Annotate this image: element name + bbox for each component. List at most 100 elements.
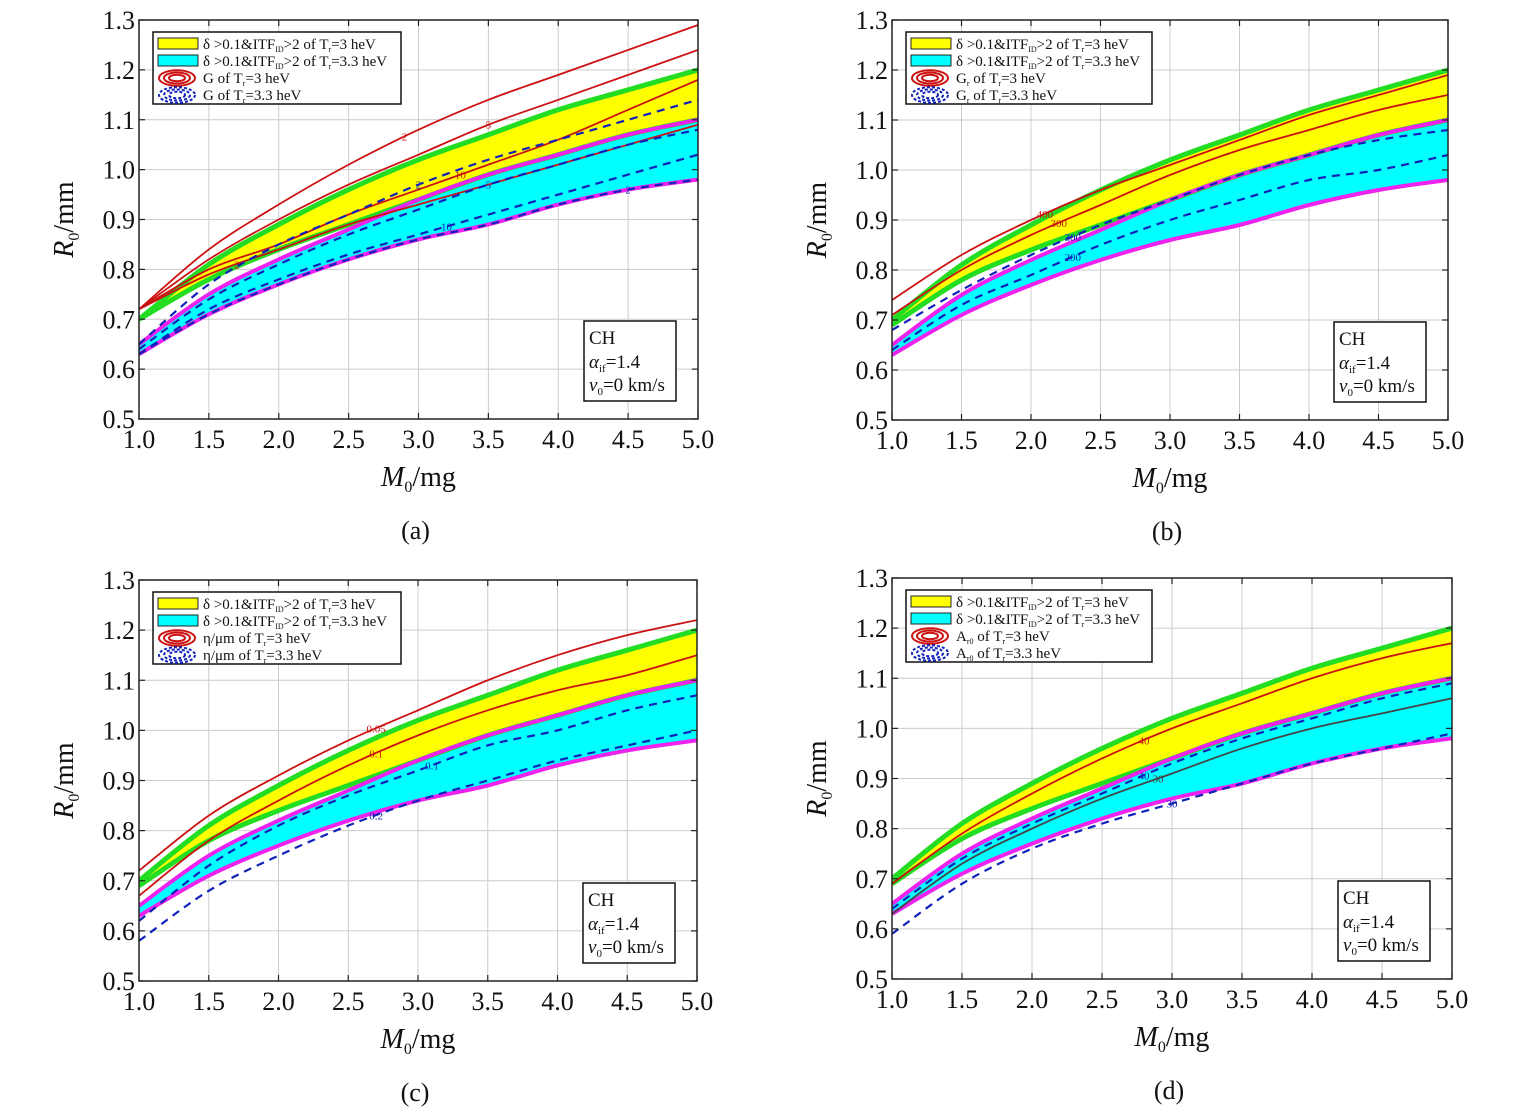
info-velocity-symbol: v: [589, 375, 598, 396]
y-tick-label: 1.0: [856, 156, 889, 185]
x-tick-label: 4.0: [1293, 426, 1326, 455]
y-tick-label: 1.0: [103, 716, 136, 745]
legend-label-sub: r: [1082, 62, 1085, 71]
contour-label-blue: 2: [625, 185, 631, 197]
info-velocity: v0=0 km/s: [588, 937, 664, 960]
legend-label: G of Tr=3.3 heV: [203, 88, 302, 105]
contour-label-red: 400: [1037, 209, 1054, 221]
x-tick-label: 3.0: [402, 987, 435, 1016]
legend-label-mid: >2 of T: [1037, 595, 1082, 611]
yellow-band-upper-edge: [139, 67, 698, 322]
legend-label-pre: A: [956, 629, 967, 645]
legend-swatch-blue-contour: [168, 650, 186, 660]
x-tick-label: 2.0: [1015, 426, 1048, 455]
y-axis-label-symbol: R: [49, 241, 80, 259]
contour-label-blue: 10: [441, 221, 453, 233]
x-tick-label: 1.0: [876, 426, 909, 455]
y-tick-label: 0.5: [856, 965, 889, 994]
contour-line-blue: [892, 732, 1452, 935]
info-velocity: v0=0 km/s: [1339, 376, 1415, 399]
x-axis-label-subscript: 0: [404, 1041, 412, 1058]
legend-label-post: =3.3 heV: [1084, 54, 1140, 70]
legend-label-pre: δ >0.1&ITF: [203, 597, 275, 613]
info-velocity: v0=0 km/s: [589, 375, 665, 398]
y-tick-label: 0.6: [856, 356, 889, 385]
y-tick-label: 1.3: [103, 566, 136, 595]
cyan-band-area: [139, 119, 698, 355]
cyan-band-area: [139, 680, 697, 916]
legend-label-sub: ID: [275, 62, 284, 71]
legend-swatch-blue-contour: [163, 88, 191, 102]
x-tick-label: 5.0: [1432, 426, 1465, 455]
cyan-band-area: [892, 120, 1448, 355]
x-tick-label: 4.5: [612, 425, 645, 454]
y-tick-label: 1.0: [856, 714, 889, 743]
legend-label-sub: ID: [275, 45, 284, 54]
legend-label: η/μm of Tr=3.3 heV: [203, 648, 322, 665]
contour-line-red: [892, 94, 1448, 316]
legend-label-sub: r: [329, 45, 332, 54]
legend-label: δ >0.1&ITFID>2 of Tr=3.3 heV: [956, 54, 1140, 71]
legend-label-mid: >2 of T: [284, 54, 329, 70]
y-tick-label: 1.2: [103, 56, 136, 85]
contour-label-red: 0.05: [367, 723, 387, 735]
x-tick-label: 3.0: [402, 425, 435, 454]
contour-label-red: 40: [1139, 735, 1151, 747]
legend-swatch-cyan: [157, 54, 199, 67]
legend-label-pre: η/μm of T: [203, 648, 264, 664]
info-velocity-symbol: v: [1343, 935, 1352, 956]
y-tick-label: 0.9: [103, 206, 136, 235]
x-tick-label: 1.0: [123, 987, 156, 1016]
yellow-band-upper-edge: [892, 625, 1452, 881]
x-tick-label: 1.5: [946, 985, 979, 1014]
legend-label-post: =3 heV: [266, 631, 311, 647]
legend-label-sub: r: [1082, 620, 1085, 629]
y-tick-label: 0.7: [856, 865, 889, 894]
contour-line-red: [892, 642, 1452, 885]
legend-label-mid: of T: [974, 646, 1003, 662]
legend-label-pre: A: [956, 646, 967, 662]
legend-label-post: =3 heV: [1001, 71, 1046, 87]
y-tick-label: 1.3: [856, 6, 889, 35]
legend-label: δ >0.1&ITFID>2 of Tr=3.3 heV: [203, 614, 387, 631]
x-tick-label: 1.0: [876, 985, 909, 1014]
contour-line-blue: [892, 128, 1448, 331]
legend-swatch-red-contour: [168, 73, 186, 83]
legend-label-post: =3 heV: [245, 71, 290, 87]
legend-label-sub: r: [329, 622, 332, 631]
legend-swatch-blue-contour: [916, 646, 944, 660]
x-axis-label-subscript: 0: [1156, 480, 1164, 497]
info-velocity-value: =0 km/s: [603, 375, 665, 396]
legend-label-sub: r: [1082, 603, 1085, 612]
legend-swatch-red-contour: [163, 71, 191, 85]
cyan-band-upper-edge: [139, 117, 698, 346]
legend-swatch-cyan: [910, 612, 952, 625]
y-axis-label-unit: /mm: [49, 742, 80, 794]
info-material: CH: [588, 890, 615, 911]
legend-label-post: =3 heV: [1005, 629, 1050, 645]
contour-label-red: 300: [1051, 218, 1068, 230]
y-tick-label: 0.5: [103, 967, 136, 996]
legend-label-pre: δ >0.1&ITF: [203, 37, 275, 53]
contour-label-red: 2: [402, 132, 408, 144]
legend-label-mid: of T: [970, 71, 999, 87]
info-alpha-symbol: α: [1343, 912, 1354, 933]
info-box-frame: [1337, 880, 1431, 962]
y-axis-label-symbol: R: [802, 800, 833, 818]
legend-label-pre: δ >0.1&ITF: [956, 37, 1028, 53]
contour-line-blue: [139, 729, 697, 942]
legend-swatch-cyan: [910, 54, 952, 67]
y-tick-label: 0.9: [856, 206, 889, 235]
legend-label: G of Tr=3 heV: [203, 71, 290, 88]
legend-label-post: =3.3 heV: [1084, 612, 1140, 628]
x-tick-label: 1.5: [193, 425, 226, 454]
x-tick-label: 2.5: [332, 425, 365, 454]
x-axis-label-unit: /mg: [412, 1024, 456, 1055]
x-tick-label: 5.0: [681, 987, 714, 1016]
info-alpha-symbol: α: [589, 352, 600, 373]
